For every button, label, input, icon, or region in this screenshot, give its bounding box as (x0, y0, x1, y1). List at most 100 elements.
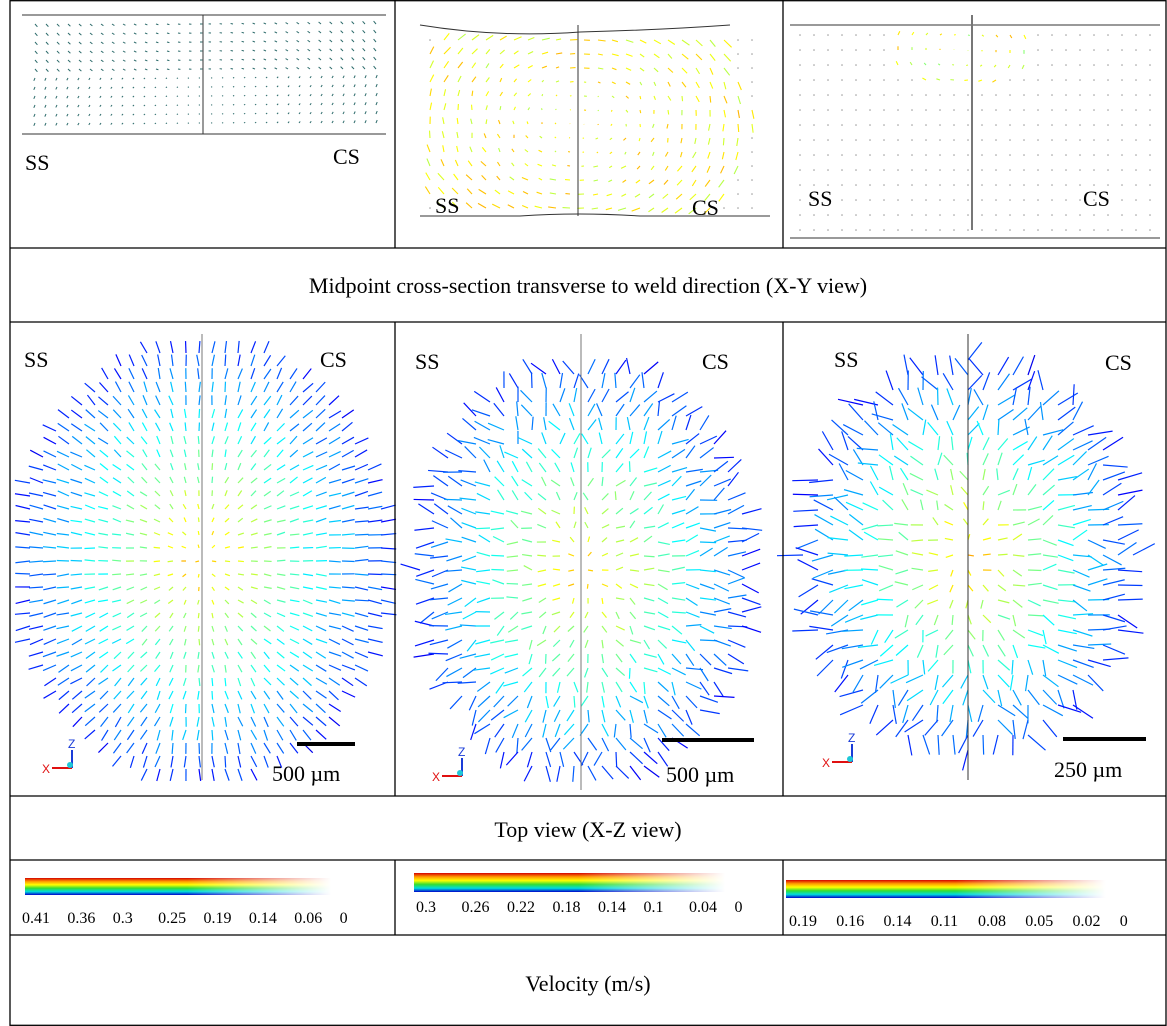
flow-arrow (341, 504, 355, 510)
flow-arrow (450, 517, 463, 529)
flow-arrow (584, 611, 589, 619)
grid-dot (813, 139, 815, 141)
flow-arrow (362, 38, 366, 43)
flow-arrow (125, 573, 135, 576)
flow-arrow (895, 719, 909, 738)
grid-dot (1065, 34, 1067, 36)
flow-arrow (852, 449, 864, 466)
flow-arrow (55, 122, 58, 126)
flow-arrow (937, 63, 941, 66)
flow-arrow (127, 651, 135, 660)
flow-arrow (562, 360, 575, 375)
flow-arrow (657, 401, 661, 417)
flow-arrow (671, 415, 677, 431)
grid-dot (967, 139, 969, 141)
flow-arrow (197, 625, 200, 632)
flow-arrow (132, 113, 135, 116)
flow-arrow (567, 625, 575, 632)
flow-arrow (723, 95, 728, 104)
flow-arrow (1039, 401, 1044, 421)
cross-section-frames (22, 14, 1160, 239)
flow-arrow (928, 569, 939, 572)
flow-arrow (922, 77, 927, 81)
flow-arrow (141, 742, 148, 754)
flow-arrow (250, 504, 258, 510)
flow-arrow (997, 356, 1010, 376)
flow-arrow (71, 435, 83, 445)
flow-arrow (708, 123, 711, 131)
flow-arrow (285, 22, 289, 25)
flow-arrow (373, 38, 377, 43)
flow-arrow (197, 690, 200, 700)
flow-arrow (587, 403, 596, 417)
flow-arrow (224, 716, 228, 727)
grid-dot (751, 207, 753, 209)
flow-arrow (671, 582, 686, 585)
grid-dot (813, 94, 815, 96)
flow-arrow (477, 709, 491, 723)
flow-arrow (462, 611, 477, 620)
flow-arrow (252, 67, 256, 70)
flow-arrow (155, 50, 159, 53)
flow-arrow (522, 191, 529, 195)
flow-arrow (140, 690, 148, 700)
flow-arrow (354, 545, 369, 549)
flow-arrow (723, 53, 732, 62)
flow-arrow (456, 131, 459, 139)
flow-arrow (926, 489, 939, 496)
grid-dot (897, 169, 899, 171)
flow-arrow (485, 34, 494, 41)
flow-arrow (353, 84, 356, 88)
flow-arrow (56, 559, 70, 562)
flow-arrow (112, 395, 122, 406)
flow-arrow (1087, 643, 1112, 646)
flow-arrow (629, 374, 641, 389)
grid-dot (869, 49, 871, 51)
flow-arrow (362, 47, 366, 52)
flow-arrow (497, 489, 505, 501)
flow-arrow (567, 653, 575, 662)
flow-arrow (168, 677, 174, 686)
grid-dot (1149, 124, 1151, 126)
flow-arrow (643, 403, 654, 417)
flow-arrow (466, 188, 473, 195)
flow-arrow (914, 599, 924, 609)
flow-arrow (331, 84, 334, 88)
flow-arrow (265, 103, 268, 106)
flow-arrow (553, 625, 561, 633)
colorbar-tick-label: 0.14 (884, 913, 912, 930)
flow-arrow (552, 597, 561, 601)
flow-arrow (522, 667, 533, 677)
flow-arrow (893, 455, 909, 466)
flow-arrow (302, 638, 313, 645)
flow-arrow (967, 436, 973, 451)
flow-arrow (128, 367, 135, 380)
flow-arrow (809, 625, 834, 631)
axis-x-label: X (42, 762, 50, 776)
flow-arrow (524, 709, 533, 723)
flow-arrow (44, 104, 47, 108)
flow-arrow (528, 653, 533, 665)
flow-arrow (331, 102, 334, 106)
flow-arrow (166, 41, 170, 44)
flow-arrow (15, 504, 31, 510)
flow-arrow (1012, 689, 1022, 706)
flow-arrow (111, 599, 122, 603)
grid-dot (981, 94, 983, 96)
flow-arrow (354, 599, 369, 602)
flow-arrow (171, 742, 174, 755)
flow-arrow (320, 111, 323, 115)
flow-arrow (430, 492, 449, 501)
flow-arrow (1087, 539, 1106, 550)
flow-arrow (593, 165, 599, 168)
flow-arrow (967, 644, 974, 657)
flow-arrow (183, 476, 187, 484)
flow-arrow (615, 597, 625, 601)
flow-arrow (727, 594, 747, 599)
flow-arrow (112, 573, 122, 576)
flow-arrow (430, 555, 449, 559)
flow-arrow (112, 625, 122, 631)
flow-arrow (367, 519, 383, 523)
flow-arrow (126, 612, 135, 619)
flow-arrow (699, 681, 710, 696)
